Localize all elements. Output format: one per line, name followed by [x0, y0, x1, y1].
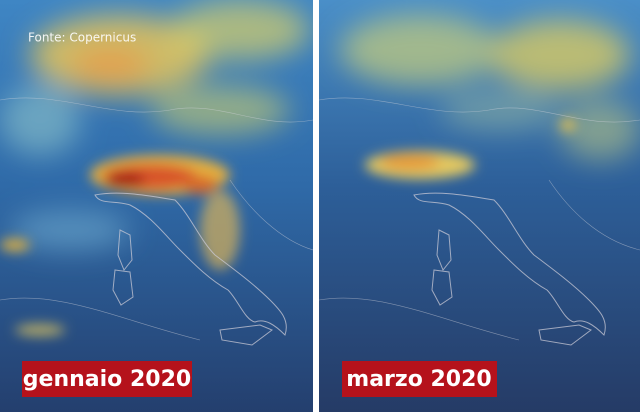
map-january	[0, 0, 313, 412]
panel-label: gennaio 2020	[23, 367, 191, 392]
label-box	[342, 361, 497, 397]
divider	[313, 0, 319, 412]
panel-label: marzo 2020	[346, 367, 491, 392]
label-box	[22, 361, 192, 397]
source-credit: Fonte: Copernicus	[28, 31, 136, 45]
map-march	[319, 0, 640, 412]
